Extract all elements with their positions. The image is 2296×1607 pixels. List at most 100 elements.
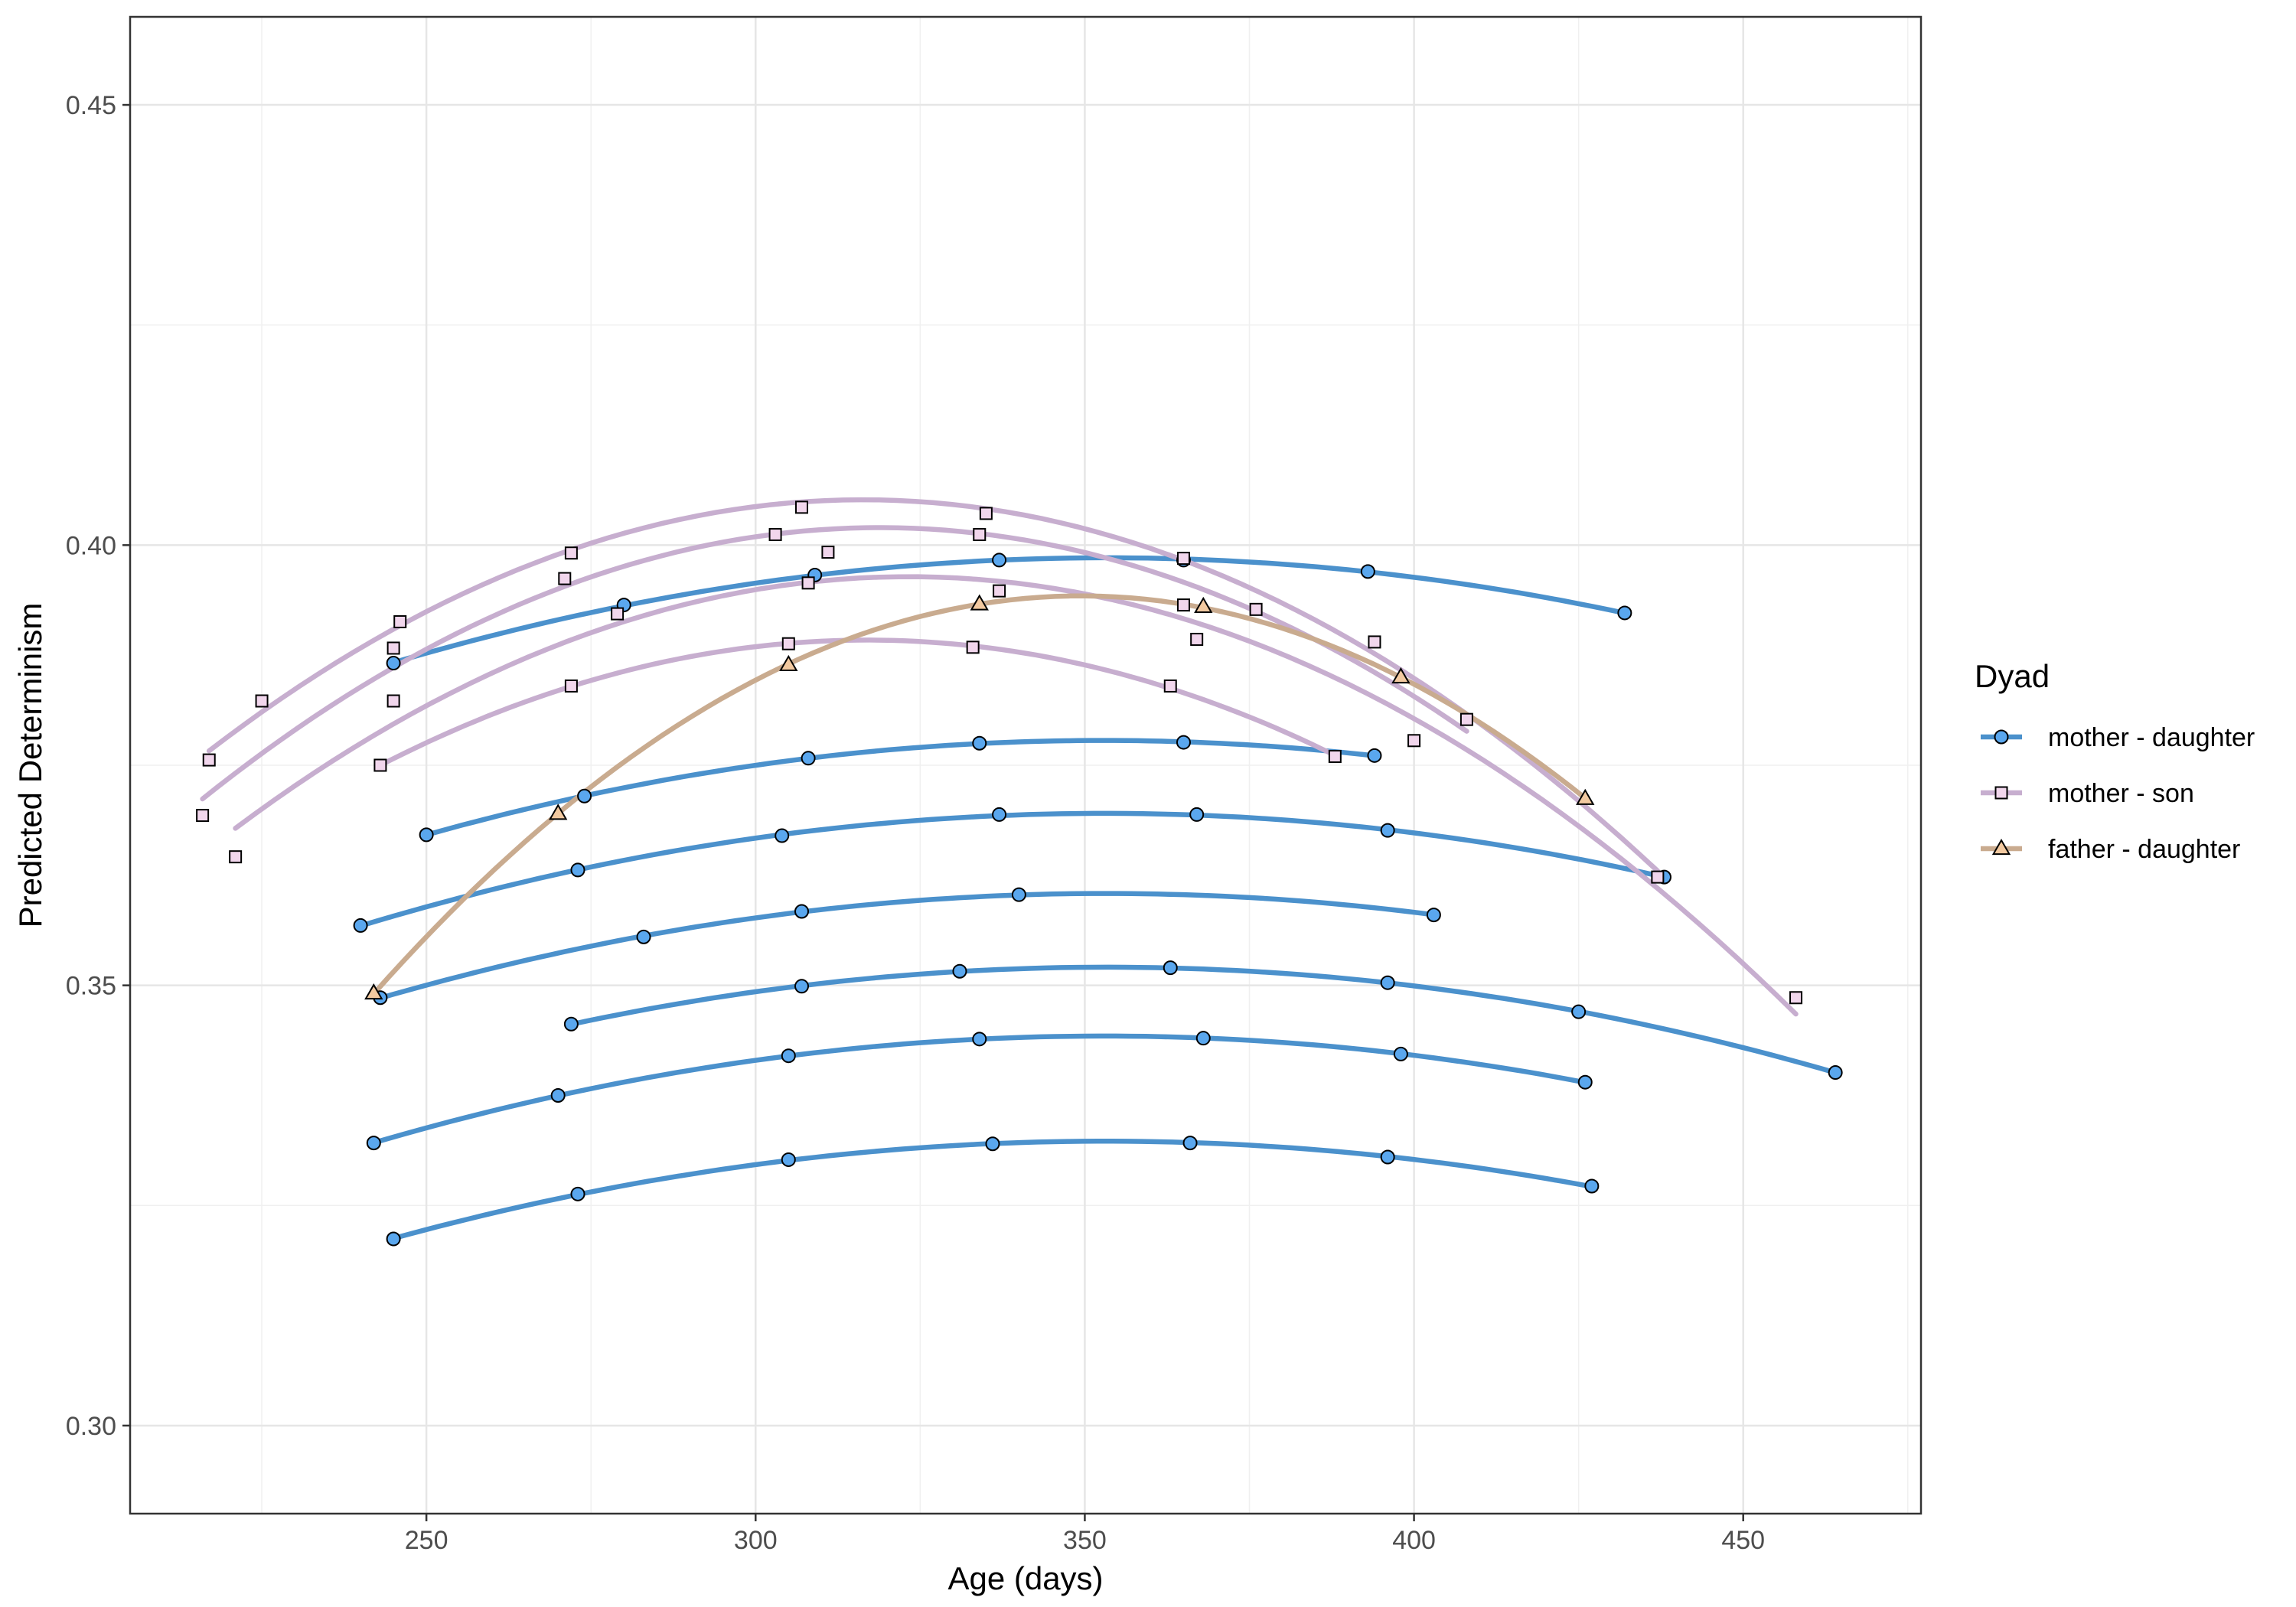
- data-point: [972, 1032, 987, 1047]
- data-point: [386, 694, 400, 708]
- y-tick-label: 0.40: [66, 531, 116, 560]
- data-point: [577, 788, 592, 804]
- data-point: [781, 1152, 796, 1167]
- data-point: [1391, 667, 1411, 684]
- data-point: [979, 507, 993, 520]
- series-line: [390, 555, 1628, 666]
- data-point: [1576, 788, 1595, 805]
- legend-label: mother - son: [2048, 779, 2194, 808]
- panel-border: [129, 15, 1923, 1515]
- data-point: [795, 500, 808, 514]
- data-point: [364, 983, 383, 1000]
- data-point: [1577, 1074, 1593, 1090]
- series-line: [377, 891, 1437, 1001]
- data-point: [550, 1087, 566, 1103]
- data-point: [1194, 596, 1213, 614]
- data-point: [1176, 598, 1190, 612]
- data-point: [1393, 1046, 1408, 1061]
- data-point: [1571, 1004, 1587, 1019]
- data-point: [1584, 1178, 1600, 1194]
- x-axis-title: Age (days): [947, 1560, 1103, 1596]
- data-point: [1163, 960, 1178, 976]
- series-line: [569, 964, 1838, 1075]
- data-point: [992, 807, 1007, 822]
- data-point: [1189, 807, 1205, 822]
- data-point: [1368, 635, 1381, 649]
- data-point: [1651, 870, 1665, 884]
- data-point: [393, 614, 407, 628]
- data-point: [202, 753, 216, 767]
- data-point: [386, 656, 401, 671]
- x-axis: 250 300 350 400 450: [405, 1514, 1765, 1555]
- data-point: [1367, 748, 1382, 763]
- data-point: [549, 804, 568, 820]
- data-point: [966, 641, 980, 654]
- data-point: [196, 809, 210, 823]
- x-tick-label: 350: [1063, 1526, 1107, 1555]
- y-axis-title: Predicted Determinism: [12, 603, 48, 928]
- data-point: [1459, 712, 1473, 726]
- data-point: [1190, 632, 1204, 646]
- data-point: [558, 572, 572, 585]
- data-point: [973, 528, 987, 542]
- x-tick-label: 450: [1721, 1526, 1765, 1555]
- y-axis: 0.30 0.35 0.40 0.45: [66, 91, 130, 1441]
- data-point: [781, 637, 795, 650]
- y-tick-label: 0.30: [66, 1412, 116, 1441]
- series-line: [206, 497, 1661, 874]
- data-point: [1328, 749, 1342, 763]
- data-point: [563, 1016, 579, 1032]
- data-point: [993, 584, 1006, 598]
- data-point: [992, 553, 1007, 568]
- data-point: [970, 594, 989, 611]
- data-point: [1360, 564, 1375, 579]
- data-point: [972, 735, 987, 751]
- data-point: [353, 918, 368, 933]
- x-tick-label: 400: [1392, 1526, 1436, 1555]
- data-point: [801, 576, 815, 590]
- data-point: [1249, 602, 1263, 616]
- x-tick-label: 300: [734, 1526, 778, 1555]
- data-point: [419, 827, 434, 843]
- data-point: [1163, 679, 1177, 693]
- data-point: [775, 828, 790, 843]
- data-point: [821, 546, 835, 559]
- data-point: [794, 979, 809, 994]
- legend-key-marker: [1994, 786, 2008, 800]
- legend-key-marker: [1994, 729, 2009, 745]
- data-point: [952, 963, 967, 979]
- data-point: [1380, 1149, 1395, 1165]
- data-point: [1380, 823, 1395, 838]
- legend-label: mother - daughter: [2048, 723, 2255, 752]
- legend-label: father - daughter: [2048, 835, 2240, 864]
- data-point: [636, 929, 651, 944]
- data-point: [1617, 605, 1632, 621]
- data-point: [1176, 735, 1191, 750]
- data-point: [1011, 887, 1026, 902]
- data-point: [255, 694, 269, 708]
- grid-minor: [130, 17, 1921, 1514]
- data-point: [1182, 1136, 1198, 1151]
- data-point: [570, 1186, 585, 1201]
- x-tick-label: 250: [405, 1526, 448, 1555]
- data-point: [1828, 1065, 1843, 1081]
- legend-title: Dyad: [1975, 658, 2050, 694]
- data-point: [564, 546, 578, 560]
- data-point: [985, 1136, 1000, 1152]
- data-point: [1407, 734, 1421, 748]
- data-point: [611, 607, 625, 621]
- data-point: [229, 850, 243, 864]
- y-tick-label: 0.35: [66, 972, 116, 1001]
- data-point: [1195, 1031, 1211, 1046]
- data-point: [1380, 975, 1395, 990]
- legend-key-marker: [1991, 838, 2011, 856]
- data-point: [1789, 991, 1803, 1005]
- data-point: [386, 1231, 401, 1247]
- data-point: [373, 758, 387, 772]
- data-point: [781, 1048, 796, 1064]
- data-point: [1426, 908, 1441, 923]
- data-point: [564, 679, 578, 693]
- data-point: [801, 751, 816, 766]
- plot-panel: [129, 15, 1923, 1515]
